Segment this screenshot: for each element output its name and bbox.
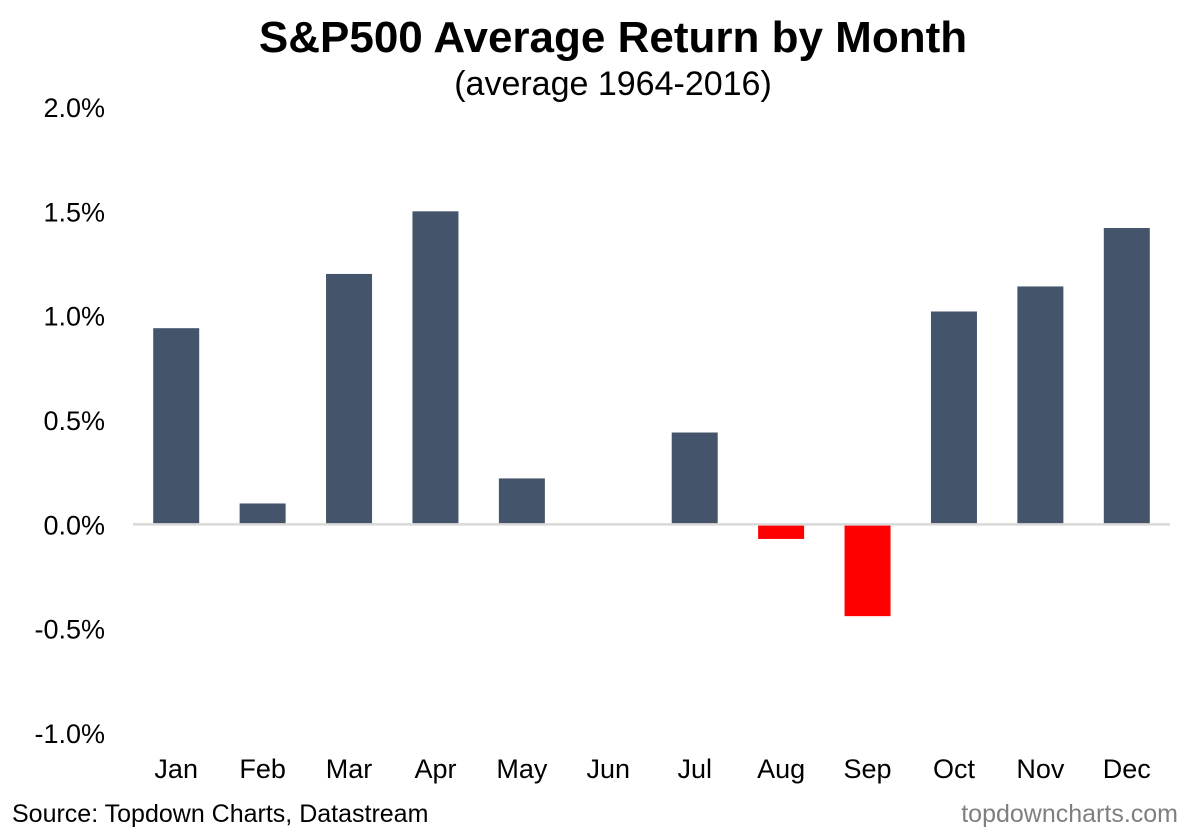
y-tick-label: -1.0% (34, 719, 105, 749)
watermark: topdowncharts.com (961, 800, 1178, 828)
x-tick-label-dec: Dec (1103, 754, 1151, 784)
x-tick-label-jun: Jun (587, 754, 631, 784)
x-tick-label-may: May (496, 754, 548, 784)
x-tick-label-mar: Mar (326, 754, 373, 784)
y-tick-label: 2.0% (43, 93, 105, 123)
y-axis-tick-labels: 2.0% 1.5% 1.0% 0.5% 0.0% -0.5% -1.0% (34, 93, 105, 749)
y-tick-label: 0.0% (43, 510, 105, 540)
bar-feb (239, 503, 286, 525)
bar-jan (153, 328, 200, 525)
x-tick-label-jul: Jul (677, 754, 712, 784)
y-tick-label: 0.5% (43, 406, 105, 436)
bar-oct (930, 311, 977, 525)
bar-apr (412, 211, 459, 525)
chart-subtitle: (average 1964-2016) (454, 65, 772, 103)
x-tick-label-apr: Apr (414, 754, 456, 784)
bar-mar (326, 273, 373, 525)
x-tick-label-sep: Sep (844, 754, 892, 784)
bar-nov (1017, 286, 1064, 525)
chart-title: S&P500 Average Return by Month (259, 13, 967, 62)
y-tick-label: 1.0% (43, 302, 105, 332)
x-tick-label-oct: Oct (933, 754, 976, 784)
x-tick-label-jan: Jan (154, 754, 198, 784)
x-tick-label-nov: Nov (1016, 754, 1065, 784)
bar-may (498, 478, 545, 525)
bar-aug (758, 524, 805, 539)
source-note: Source: Topdown Charts, Datastream (12, 800, 428, 828)
y-tick-label: 1.5% (43, 197, 105, 227)
x-tick-label-aug: Aug (757, 754, 805, 784)
bar-dec (1103, 228, 1150, 525)
x-axis-category-labels: Jan Feb Mar Apr May Jun Jul Aug Sep Oct Nov Dec (154, 754, 1150, 784)
bars-group (153, 211, 1150, 617)
bar-sep (844, 524, 891, 617)
x-tick-label-feb: Feb (239, 754, 286, 784)
bar-jul (671, 432, 718, 525)
y-tick-label: -0.5% (34, 615, 105, 645)
